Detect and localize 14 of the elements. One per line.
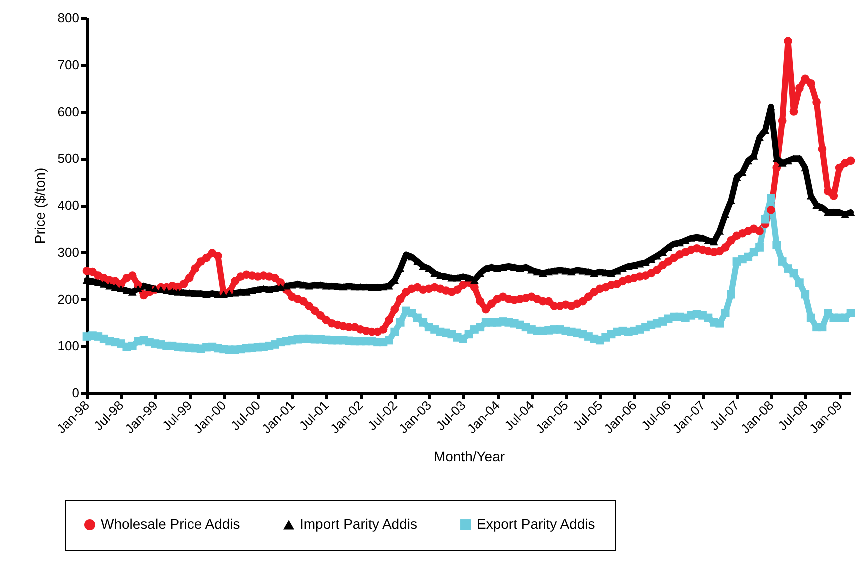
y-tick-label: 200 — [58, 292, 80, 307]
y-tick-label: 100 — [58, 338, 80, 354]
y-tick-label: 0 — [72, 386, 80, 400]
x-axis-title: Month/Year — [434, 448, 506, 465]
y-tick-label: 300 — [58, 244, 80, 260]
y-tick-label: 700 — [58, 57, 80, 72]
legend-label: Export Parity Addis — [477, 516, 596, 532]
legend-label: Wholesale Price Addis — [101, 516, 240, 532]
y-tick-label: 500 — [58, 151, 80, 166]
y-tick-label: 800 — [58, 10, 80, 26]
y-axis-title: Price ($/ton) — [32, 168, 48, 244]
y-tick-label: 400 — [58, 198, 80, 213]
legend-label: Import Parity Addis — [300, 516, 418, 532]
y-tick-label: 600 — [58, 104, 80, 120]
